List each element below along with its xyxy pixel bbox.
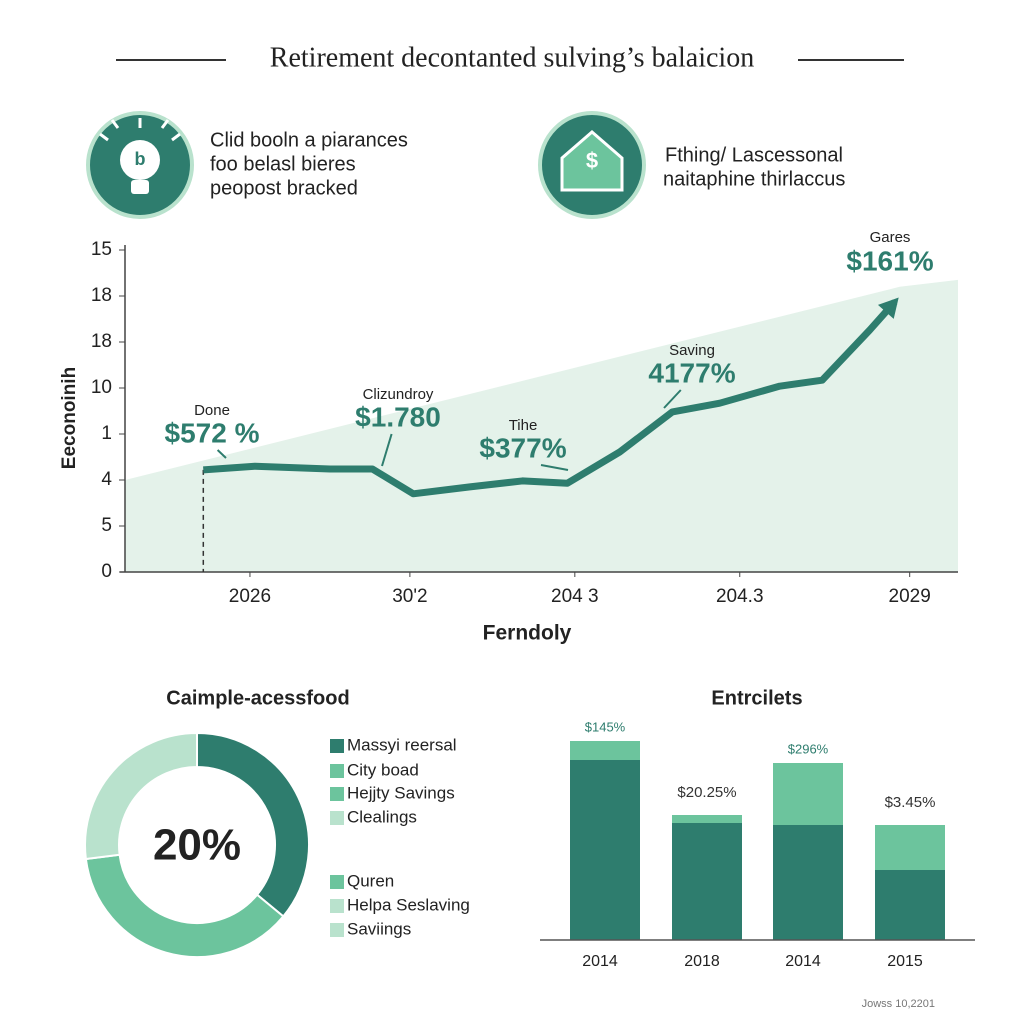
y-axis-label: Eeconoinih [59, 367, 80, 469]
legend-label: Massyi reersal [347, 735, 457, 754]
legend-label: Saviings [347, 919, 411, 938]
y-tick-label: 5 [101, 515, 112, 536]
annotation-pointer [216, 449, 227, 459]
x-tick-label: 204.3 [716, 586, 764, 607]
bar-annotation: $20.25% [677, 784, 736, 801]
donut-segment [196, 731, 310, 918]
y-tick-label: 15 [91, 239, 112, 260]
bar-annotation: $3.45% [885, 794, 936, 811]
chart-title: Entrcilets [711, 687, 802, 709]
legend-swatch [330, 764, 344, 778]
annotation-value: $377% [479, 432, 566, 463]
y-tick-label: 10 [91, 377, 112, 398]
annotation-label: Saving [669, 342, 715, 359]
legend-swatch [330, 875, 344, 889]
y-tick-label: 1 [101, 423, 112, 444]
area [125, 279, 958, 572]
y-tick-label: 4 [101, 469, 112, 490]
x-tick-label: 2018 [684, 953, 720, 970]
annotation-value: $572 % [165, 417, 260, 448]
svg-text:b: b [135, 149, 146, 169]
y-tick-label: 0 [101, 561, 112, 582]
annotation-label: Gares [870, 229, 911, 246]
x-tick-label: 2015 [887, 953, 923, 970]
chart-title: Caimple-acessfood [166, 687, 349, 709]
annotation-label: Clizundroy [363, 386, 434, 403]
annotation-pointer [663, 389, 682, 409]
info-text: Clid booln a piarances [210, 129, 408, 151]
x-tick-label: 2026 [229, 586, 271, 607]
info-text: naitaphine thirlaccus [663, 168, 845, 190]
legend-swatch [330, 923, 344, 937]
y-tick-label: 18 [91, 285, 112, 306]
legend-label: Clealings [347, 807, 417, 826]
annotation-value: $161% [846, 245, 933, 276]
y-tick-label: 18 [91, 331, 112, 352]
info-text: foo belasl bieres [210, 153, 356, 175]
x-axis-label: Ferndoly [483, 622, 572, 645]
annotation-pointer [540, 464, 569, 471]
bar-annotation: $145% [585, 719, 626, 734]
legend-label: Helpa Seslaving [347, 895, 470, 914]
bar-annotation: $296% [788, 741, 829, 756]
legend-label: Hejjty Savings [347, 783, 455, 802]
bar-segment [875, 870, 945, 940]
info-text: peopost bracked [210, 177, 358, 199]
donut-segment [84, 853, 285, 958]
annotation-pointer [381, 433, 393, 467]
legend-label: Quren [347, 871, 394, 890]
x-tick-label: 2029 [889, 586, 931, 607]
line [203, 299, 898, 498]
bar-segment [773, 825, 843, 940]
bar-segment [570, 741, 640, 760]
x-tick-label: 30'2 [392, 586, 427, 607]
info-text: Fthing/ Lascessonal [665, 144, 843, 166]
x-tick-label: 2014 [785, 953, 821, 970]
bar-segment [672, 815, 742, 823]
annotation-value: $1.780 [355, 401, 441, 432]
bar-segment [570, 760, 640, 940]
info-icon: $ [538, 111, 646, 219]
x-tick-label: 204 3 [551, 586, 599, 607]
annotation-value: 4177% [648, 357, 735, 388]
annotation-label: Tihe [509, 417, 538, 434]
annotation-label: Done [194, 402, 230, 419]
title: Retirement decontanted sulving’s balaici… [270, 42, 754, 73]
arrow-head [877, 297, 899, 319]
legend-swatch [330, 739, 344, 753]
info-icon: b [86, 111, 194, 219]
donut-segment [84, 731, 198, 861]
info-icon-symbol: $ [586, 148, 598, 173]
legend-swatch [330, 811, 344, 825]
legend-label: City boad [347, 760, 419, 779]
footer: Jowss 10,2201 [862, 998, 935, 1010]
legend-swatch [330, 787, 344, 801]
bar-segment [773, 763, 843, 825]
center-text: 20% [153, 821, 241, 870]
bar-segment [672, 823, 742, 940]
x-tick-label: 2014 [582, 953, 618, 970]
legend-swatch [330, 899, 344, 913]
bar-segment [875, 825, 945, 870]
